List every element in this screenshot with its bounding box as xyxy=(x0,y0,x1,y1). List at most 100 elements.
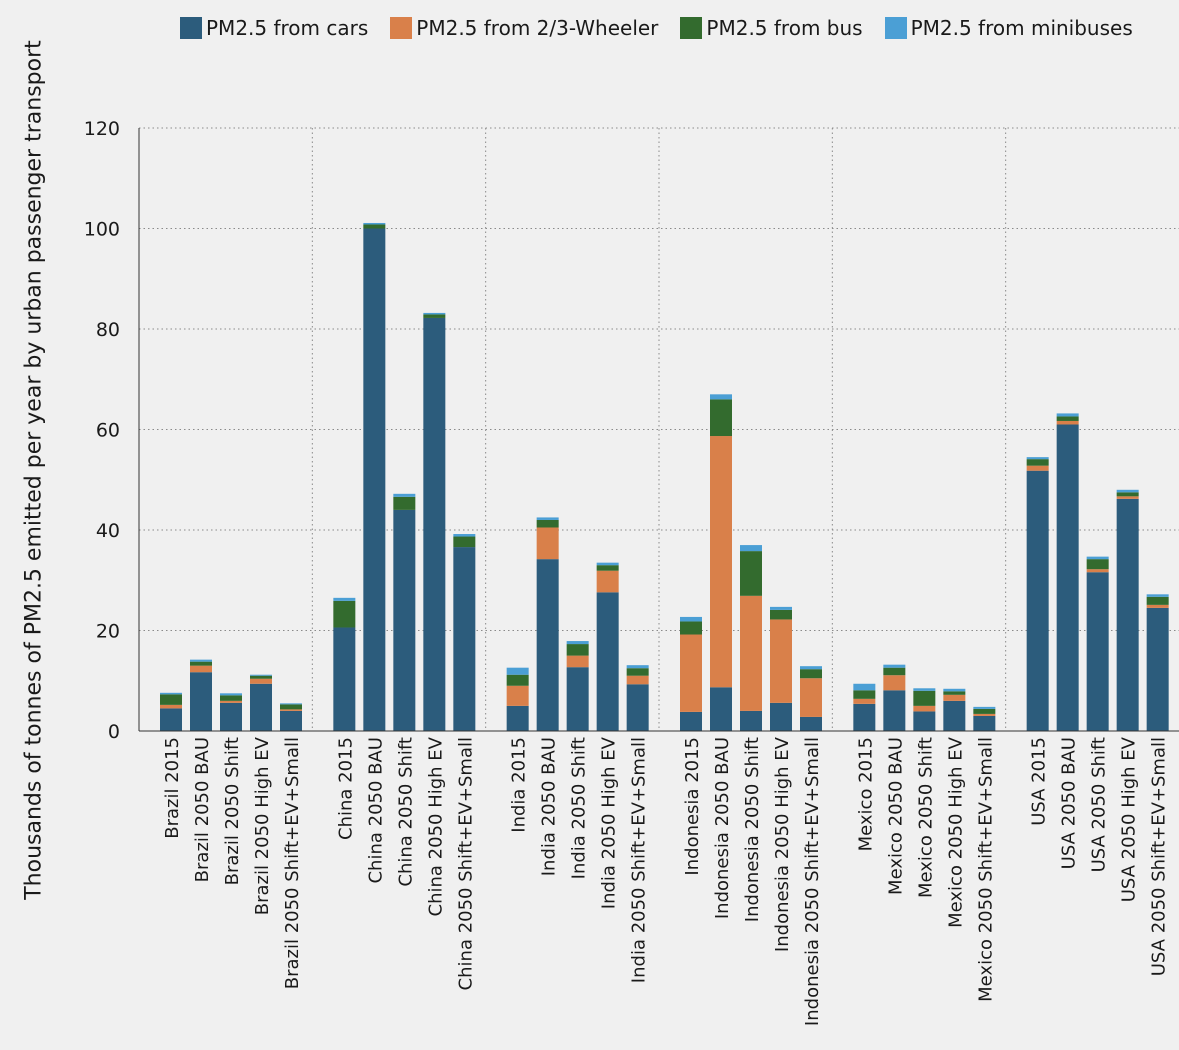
bar-segment-3 xyxy=(160,694,182,705)
bar-segment-2 xyxy=(596,570,619,593)
bar-segment-3 xyxy=(740,551,762,596)
bar-segment-4 xyxy=(626,665,649,669)
bar-segment-3 xyxy=(680,621,702,635)
bar-segment-1 xyxy=(1116,498,1139,731)
bar-segment-2 xyxy=(1086,569,1109,573)
bar-segment-4 xyxy=(596,562,619,566)
bar-segment-3 xyxy=(363,224,386,229)
x-tick-label: USA 2015 xyxy=(1029,737,1050,826)
bar-segment-3 xyxy=(626,668,649,676)
bar-segment-1 xyxy=(220,702,242,731)
x-tick-label: Indonesia 2050 High EV xyxy=(772,736,793,952)
bar-segment-1 xyxy=(1026,470,1049,731)
bar-segment-1 xyxy=(800,716,822,731)
bar-segment-4 xyxy=(710,394,732,400)
bar-segment-2 xyxy=(883,675,906,691)
bar-segment-2 xyxy=(220,700,242,703)
bar-segment-2 xyxy=(913,705,936,712)
bar-segment-2 xyxy=(1056,420,1079,425)
bar-segment-4 xyxy=(800,666,822,670)
bar-segment-2 xyxy=(506,685,529,706)
bar-segment-1 xyxy=(190,672,212,731)
y-tick-label: 40 xyxy=(96,520,120,542)
bar-segment-4 xyxy=(770,606,792,610)
bar-segment-2 xyxy=(973,713,996,716)
legend: PM2.5 from cars PM2.5 from 2/3-Wheeler P… xyxy=(180,14,1155,42)
bar-segment-1 xyxy=(506,705,529,731)
bar-segment-1 xyxy=(423,317,446,731)
legend-swatch-bus xyxy=(680,17,703,39)
bar-segment-3 xyxy=(770,609,792,620)
bar-segment-4 xyxy=(280,703,302,705)
bar-segment-3 xyxy=(423,314,446,318)
bar-segment-1 xyxy=(913,711,936,731)
bar-segment-2 xyxy=(1026,465,1049,471)
bar-segment-1 xyxy=(1086,572,1109,731)
bar-segment-4 xyxy=(913,688,936,691)
bar-segment-3 xyxy=(1116,492,1139,497)
legend-swatch-minibuses xyxy=(884,17,907,39)
x-tick-label: Indonesia 2015 xyxy=(682,737,703,876)
bar-segment-3 xyxy=(250,675,272,679)
bar-segment-4 xyxy=(250,674,272,676)
bar-segment-4 xyxy=(883,664,906,668)
bar-segment-3 xyxy=(853,690,876,699)
x-tick-label: USA 2050 Shift xyxy=(1089,737,1110,872)
bar-segment-1 xyxy=(883,690,906,731)
bar-segment-1 xyxy=(680,711,702,731)
legend-label-minibuses: PM2.5 from minibuses xyxy=(910,16,1133,40)
bar-segment-2 xyxy=(680,634,702,712)
bar-segment-2 xyxy=(853,698,876,704)
bar-segment-3 xyxy=(190,661,212,666)
x-tick-label: Mexico 2050 BAU xyxy=(885,737,906,895)
bar-segment-1 xyxy=(566,667,589,731)
bar-segment-1 xyxy=(1146,607,1169,731)
legend-item-wheelers: PM2.5 from 2/3-Wheeler xyxy=(390,16,658,40)
bar-segment-1 xyxy=(710,687,732,731)
x-tick-label: USA 2050 High EV xyxy=(1119,736,1140,902)
bar-segment-1 xyxy=(333,627,356,731)
bar-segment-3 xyxy=(943,691,966,695)
legend-swatch-cars xyxy=(180,17,202,39)
x-tick-label: China 2050 High EV xyxy=(425,736,446,916)
bar-segment-3 xyxy=(1056,416,1079,421)
x-tick-label: India 2050 High EV xyxy=(599,736,620,909)
bar-segment-1 xyxy=(596,592,619,731)
x-tick-label: USA 2050 BAU xyxy=(1059,737,1080,869)
bar-segment-1 xyxy=(770,702,792,731)
bar-segment-3 xyxy=(800,669,822,679)
y-tick-label: 100 xyxy=(84,219,120,241)
bar-segment-4 xyxy=(943,688,966,692)
bar-segment-3 xyxy=(453,536,476,548)
y-tick-label: 60 xyxy=(96,420,120,442)
bar-segment-3 xyxy=(913,690,936,706)
x-tick-label: China 2050 BAU xyxy=(365,737,386,884)
bar-segment-4 xyxy=(190,659,212,662)
x-tick-label: Indonesia 2050 BAU xyxy=(712,737,733,919)
x-tick-label: Mexico 2050 High EV xyxy=(945,736,966,928)
bar-segment-4 xyxy=(333,597,356,601)
bar-segment-3 xyxy=(883,667,906,676)
bar-segment-4 xyxy=(453,534,476,537)
bar-segment-2 xyxy=(160,704,182,709)
y-tick-label: 20 xyxy=(96,621,120,643)
bar-segment-1 xyxy=(943,700,966,731)
legend-label-cars: PM2.5 from cars xyxy=(206,16,369,40)
bar-segment-3 xyxy=(280,704,302,710)
bar-segment-4 xyxy=(423,312,446,315)
bar-segment-2 xyxy=(566,655,589,668)
bar-segment-4 xyxy=(536,517,559,520)
x-tick-label: China 2050 Shift+EV+Small xyxy=(455,737,476,990)
bar-segment-2 xyxy=(536,527,559,560)
bar-segment-4 xyxy=(740,545,762,552)
x-tick-label: China 2015 xyxy=(335,737,356,840)
x-tick-label: Brazil 2050 High EV xyxy=(252,736,273,915)
bar-segment-4 xyxy=(1116,489,1139,493)
bar-segment-2 xyxy=(740,595,762,711)
x-tick-label: India 2050 Shift+EV+Small xyxy=(629,737,650,983)
bar-segment-1 xyxy=(280,710,302,731)
x-tick-label: India 2015 xyxy=(509,737,530,833)
bar-segment-4 xyxy=(973,706,996,709)
bar-segment-3 xyxy=(393,496,416,510)
bar-segment-4 xyxy=(363,222,386,225)
